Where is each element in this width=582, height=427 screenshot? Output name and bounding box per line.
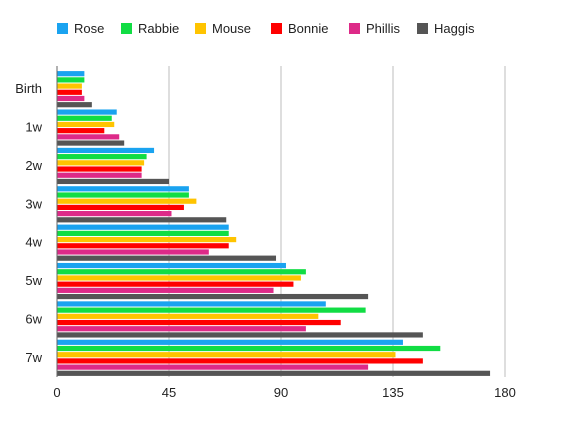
bar-haggis-1w [57, 140, 125, 146]
bar-haggis-birth [57, 102, 92, 108]
bar-mouse-birth [57, 83, 82, 89]
legend-swatch-phillis [349, 23, 360, 34]
legend-label-mouse: Mouse [212, 21, 251, 36]
bar-bonnie-2w [57, 166, 142, 172]
bar-rose-7w [57, 339, 403, 345]
bar-phillis-5w [57, 287, 274, 293]
legend: Rose Rabbie Mouse Bonnie Phillis Haggis [57, 21, 475, 36]
bar-rabbie-2w [57, 154, 147, 160]
x-tick-label: 90 [274, 385, 288, 400]
legend-label-rabbie: Rabbie [138, 21, 179, 36]
bar-haggis-6w [57, 332, 423, 338]
bar-rabbie-7w [57, 345, 441, 352]
bar-rabbie-birth [57, 77, 85, 83]
bar-rose-1w [57, 109, 117, 115]
x-tick-label: 135 [382, 385, 404, 400]
axes: Birth 1w 2w 3w 4w 5w 6w 7w 0 45 90 135 180 [15, 66, 516, 400]
legend-label-haggis: Haggis [434, 21, 475, 36]
bar-rose-6w [57, 301, 326, 307]
bar-rose-2w [57, 147, 155, 154]
bar-rose-5w [57, 262, 286, 269]
x-tick-label: 0 [53, 385, 60, 400]
bar-bonnie-4w [57, 243, 229, 249]
category-label: 2w [25, 158, 42, 173]
legend-swatch-mouse [195, 23, 206, 34]
bar-phillis-2w [57, 172, 142, 178]
bar-rose-4w [57, 224, 229, 230]
legend-swatch-bonnie [271, 23, 282, 34]
bar-mouse-5w [57, 275, 301, 281]
bar-phillis-birth [57, 95, 85, 102]
bar-bonnie-3w [57, 204, 184, 211]
bar-bonnie-1w [57, 128, 105, 134]
legend-swatch-haggis [417, 23, 428, 34]
bar-mouse-3w [57, 198, 197, 204]
bar-haggis-5w [57, 293, 369, 300]
bar-phillis-7w [57, 364, 369, 370]
category-label: 7w [25, 350, 42, 365]
bar-phillis-3w [57, 211, 172, 217]
bar-rabbie-5w [57, 269, 306, 275]
category-label: 3w [25, 196, 42, 211]
bar-rabbie-1w [57, 115, 112, 121]
legend-label-bonnie: Bonnie [288, 21, 328, 36]
legend-swatch-rose [57, 23, 68, 34]
category-label: 1w [25, 120, 42, 135]
category-label: 4w [25, 235, 42, 250]
bar-rabbie-4w [57, 230, 229, 236]
bar-phillis-6w [57, 326, 306, 332]
bar-bonnie-7w [57, 358, 423, 364]
bar-haggis-2w [57, 178, 169, 185]
x-tick-label: 180 [494, 385, 516, 400]
bar-mouse-4w [57, 236, 237, 243]
bar-rabbie-6w [57, 307, 366, 313]
bar-phillis-4w [57, 249, 209, 255]
bar-mouse-1w [57, 121, 115, 128]
bar-bonnie-6w [57, 319, 341, 326]
bar-mouse-2w [57, 160, 145, 166]
bar-rose-3w [57, 186, 189, 192]
x-tick-label: 45 [162, 385, 176, 400]
legend-swatch-rabbie [121, 23, 132, 34]
bar-bonnie-birth [57, 89, 82, 95]
bar-rose-birth [57, 71, 85, 77]
bar-phillis-1w [57, 134, 120, 140]
bar-rabbie-3w [57, 192, 189, 198]
bar-haggis-7w [57, 370, 491, 376]
legend-label-phillis: Phillis [366, 21, 400, 36]
category-label: 6w [25, 311, 42, 326]
category-label: 5w [25, 273, 42, 288]
bar-bonnie-5w [57, 281, 294, 287]
bar-mouse-7w [57, 352, 396, 358]
category-label: Birth [15, 81, 42, 96]
bar-mouse-6w [57, 313, 319, 319]
bars [57, 71, 491, 376]
legend-label-rose: Rose [74, 21, 104, 36]
bar-haggis-4w [57, 255, 277, 261]
bar-haggis-3w [57, 217, 227, 223]
